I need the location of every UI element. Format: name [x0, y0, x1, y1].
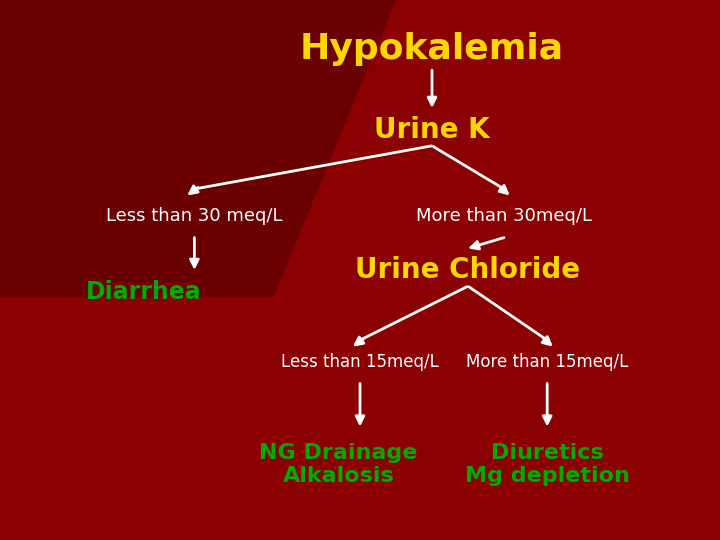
Text: More than 30meq/L: More than 30meq/L — [416, 207, 592, 225]
Text: NG Drainage
Alkalosis: NG Drainage Alkalosis — [259, 443, 418, 486]
Polygon shape — [0, 0, 396, 297]
Text: Urine Chloride: Urine Chloride — [356, 256, 580, 284]
Text: More than 15meq/L: More than 15meq/L — [466, 353, 629, 371]
Text: Urine K: Urine K — [374, 116, 490, 144]
Text: Diuretics
Mg depletion: Diuretics Mg depletion — [465, 443, 629, 486]
Text: Less than 30 meq/L: Less than 30 meq/L — [106, 207, 283, 225]
Text: Diarrhea: Diarrhea — [86, 280, 202, 303]
Text: Less than 15meq/L: Less than 15meq/L — [281, 353, 439, 371]
Text: Hypokalemia: Hypokalemia — [300, 32, 564, 65]
